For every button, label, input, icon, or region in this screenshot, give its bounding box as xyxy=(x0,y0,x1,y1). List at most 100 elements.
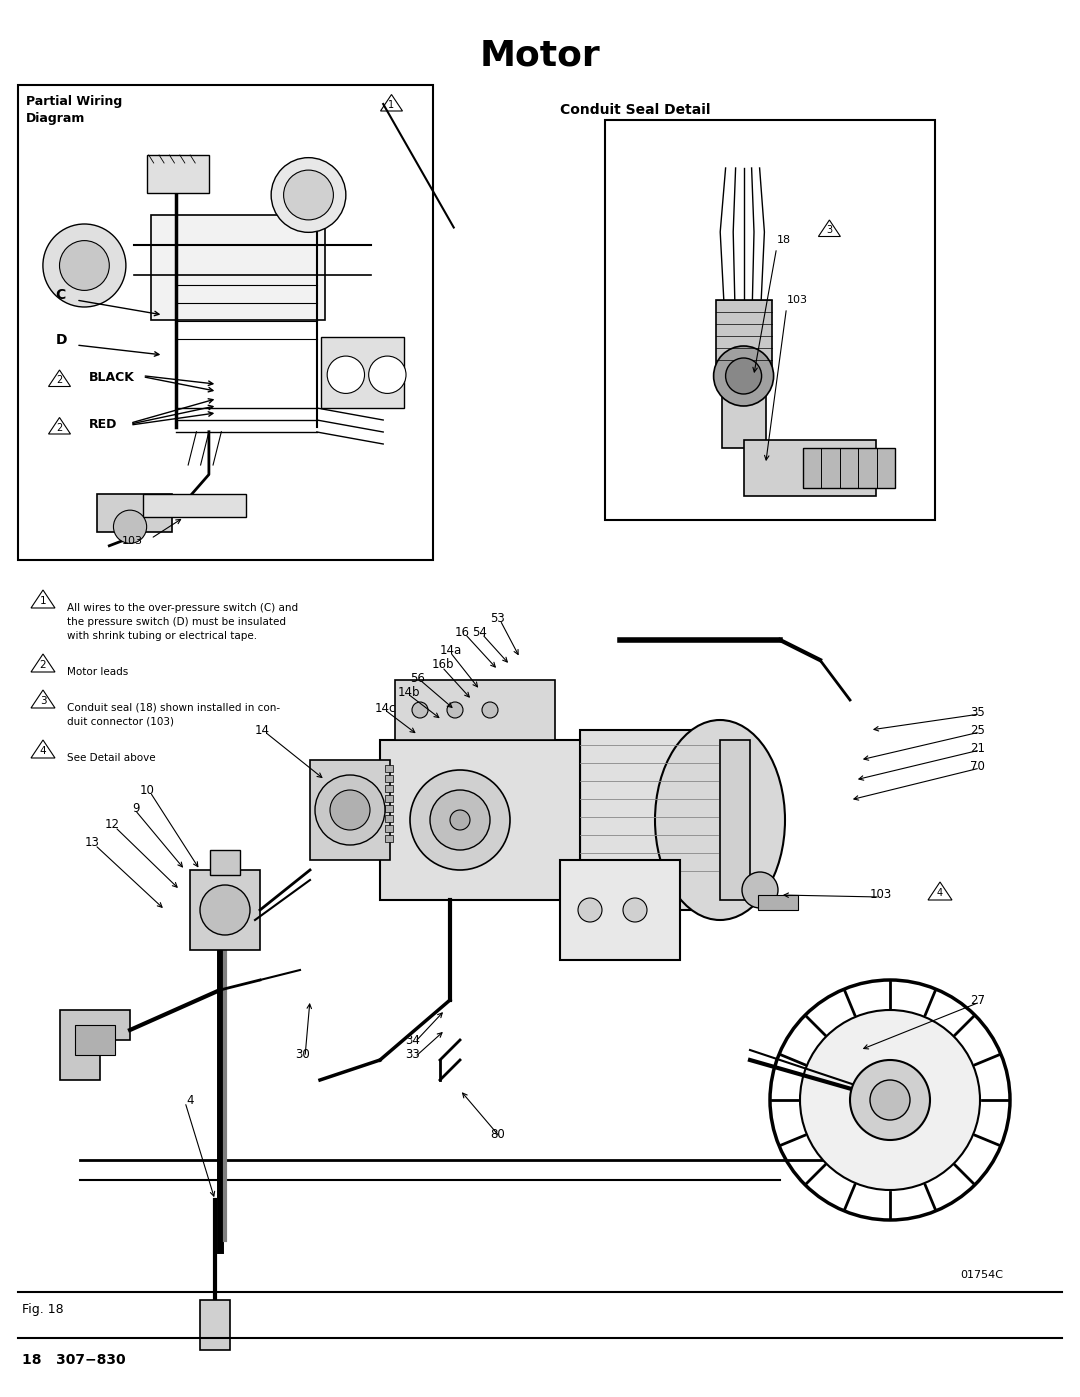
Bar xyxy=(384,814,393,821)
Circle shape xyxy=(330,789,370,830)
Text: 16: 16 xyxy=(455,626,470,638)
Bar xyxy=(75,1025,114,1055)
Circle shape xyxy=(450,810,470,830)
Text: D: D xyxy=(55,332,67,346)
Polygon shape xyxy=(60,1010,130,1080)
Circle shape xyxy=(623,898,647,922)
Text: C: C xyxy=(55,288,66,302)
Text: 30: 30 xyxy=(295,1049,310,1062)
Bar xyxy=(151,215,325,320)
Text: 3: 3 xyxy=(40,696,46,705)
Text: Conduit Seal Detail: Conduit Seal Detail xyxy=(561,103,711,117)
Text: 14: 14 xyxy=(255,724,270,736)
Text: 18: 18 xyxy=(777,235,791,244)
Text: 16b: 16b xyxy=(432,658,455,672)
Text: Partial Wiring
Diagram: Partial Wiring Diagram xyxy=(26,95,122,124)
Text: the pressure switch (D) must be insulated: the pressure switch (D) must be insulate… xyxy=(67,617,286,627)
Bar xyxy=(384,805,393,812)
Circle shape xyxy=(850,1060,930,1140)
Text: 2: 2 xyxy=(56,376,63,386)
Text: 21: 21 xyxy=(970,742,985,754)
Circle shape xyxy=(411,703,428,718)
Bar xyxy=(384,775,393,782)
Text: 103: 103 xyxy=(786,295,808,305)
Text: 1: 1 xyxy=(40,597,46,606)
Bar xyxy=(384,795,393,802)
Text: 53: 53 xyxy=(490,612,504,624)
Circle shape xyxy=(714,346,773,407)
Text: 70: 70 xyxy=(970,760,985,773)
Circle shape xyxy=(327,356,365,394)
Text: 4: 4 xyxy=(40,746,46,756)
Text: 4: 4 xyxy=(186,1094,193,1106)
Text: 14b: 14b xyxy=(399,686,420,698)
Text: 56: 56 xyxy=(410,672,424,685)
Bar xyxy=(744,440,876,496)
Text: 2: 2 xyxy=(40,661,46,671)
Bar xyxy=(384,766,393,773)
Circle shape xyxy=(870,1080,910,1120)
Circle shape xyxy=(200,886,249,935)
Text: Motor leads: Motor leads xyxy=(67,666,129,678)
Text: 13: 13 xyxy=(85,837,100,849)
Text: Motor: Motor xyxy=(480,38,600,73)
Bar xyxy=(200,1301,230,1350)
Text: See Detail above: See Detail above xyxy=(67,753,156,763)
Text: RED: RED xyxy=(89,418,117,432)
Bar xyxy=(716,300,771,372)
Bar xyxy=(18,85,433,560)
Circle shape xyxy=(742,872,778,908)
Bar xyxy=(605,120,935,520)
Bar xyxy=(561,861,680,960)
Bar xyxy=(380,740,580,900)
Circle shape xyxy=(578,898,602,922)
Bar xyxy=(321,337,404,408)
Circle shape xyxy=(284,170,334,219)
Circle shape xyxy=(770,981,1010,1220)
Text: 2: 2 xyxy=(56,423,63,433)
Text: Conduit seal (18) shown installed in con-: Conduit seal (18) shown installed in con… xyxy=(67,703,280,712)
Text: with shrink tubing or electrical tape.: with shrink tubing or electrical tape. xyxy=(67,631,257,641)
Bar xyxy=(720,740,750,900)
Text: 3: 3 xyxy=(826,225,833,235)
Bar xyxy=(147,155,208,193)
Bar xyxy=(804,448,895,488)
Text: duit connector (103): duit connector (103) xyxy=(67,717,174,726)
Text: 103: 103 xyxy=(122,536,143,546)
Circle shape xyxy=(482,703,498,718)
Bar xyxy=(758,895,798,909)
Bar xyxy=(384,835,393,842)
Bar xyxy=(143,493,246,517)
Text: 27: 27 xyxy=(970,993,985,1006)
Bar xyxy=(580,731,740,909)
Circle shape xyxy=(726,358,761,394)
Circle shape xyxy=(271,158,346,232)
Text: BLACK: BLACK xyxy=(89,370,134,384)
Bar xyxy=(721,376,766,448)
Ellipse shape xyxy=(654,719,785,921)
Text: 14a: 14a xyxy=(440,644,462,657)
Bar xyxy=(190,870,260,950)
Bar xyxy=(384,826,393,833)
Text: Fig. 18: Fig. 18 xyxy=(22,1303,64,1316)
Text: 80: 80 xyxy=(490,1129,504,1141)
Text: 1: 1 xyxy=(389,99,394,110)
Circle shape xyxy=(800,1010,980,1190)
Text: 33: 33 xyxy=(405,1049,420,1062)
Text: 10: 10 xyxy=(140,784,156,796)
Text: 25: 25 xyxy=(970,724,985,736)
Bar xyxy=(310,760,390,861)
Text: 01754C: 01754C xyxy=(960,1270,1003,1280)
Circle shape xyxy=(447,703,463,718)
Circle shape xyxy=(368,356,406,394)
Text: 34: 34 xyxy=(405,1034,420,1046)
Bar xyxy=(395,680,555,740)
Text: 9: 9 xyxy=(133,802,140,814)
Text: 14c: 14c xyxy=(375,701,396,714)
Circle shape xyxy=(43,224,126,307)
Text: 4: 4 xyxy=(937,888,943,898)
Circle shape xyxy=(315,775,384,845)
Bar xyxy=(384,785,393,792)
Circle shape xyxy=(59,240,109,291)
Text: 18   307−830: 18 307−830 xyxy=(22,1354,125,1368)
